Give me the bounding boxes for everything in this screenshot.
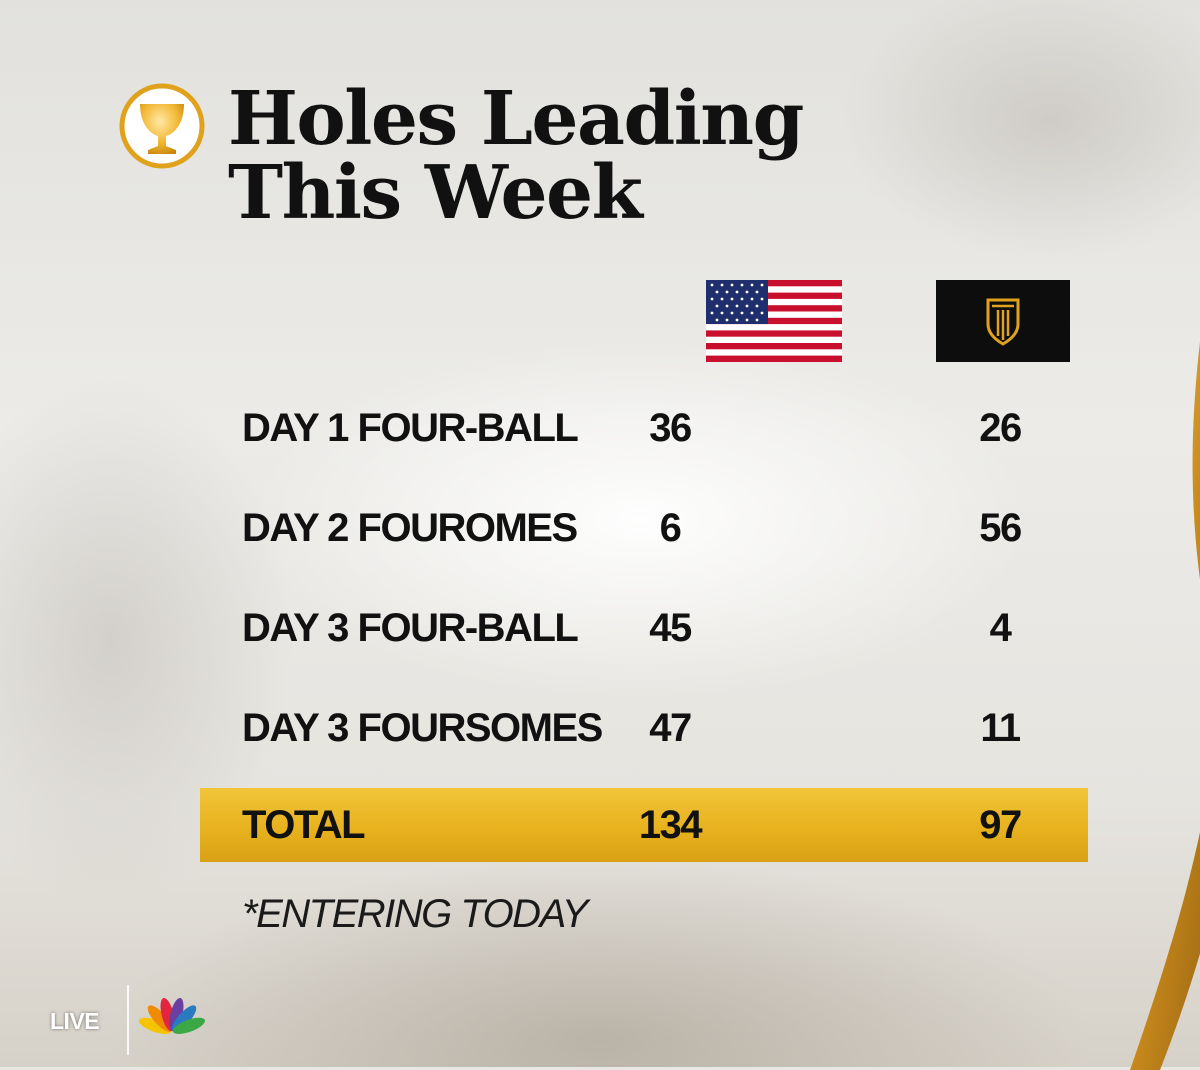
us-flag-icon — [706, 280, 842, 362]
usa-value: 45 — [649, 606, 692, 650]
usa-value: 47 — [649, 706, 692, 750]
footnote: *ENTERING TODAY — [242, 892, 588, 936]
international-value: 26 — [979, 406, 1022, 450]
gold-swoosh-decoration — [1130, 342, 1200, 1070]
usa-value: 6 — [659, 506, 682, 550]
international-value: 56 — [979, 506, 1022, 550]
table-row: DAY 3 FOUR-BALL 45 4 — [200, 591, 1088, 665]
table-row: DAY 3 FOURSOMES 47 11 — [200, 691, 1088, 765]
row-label: DAY 3 FOURSOMES — [242, 706, 603, 750]
total-row: TOTAL 134 97 — [200, 788, 1088, 862]
usa-total-value: 134 — [638, 803, 703, 847]
header: Holes Leading This Week — [118, 82, 804, 230]
international-total-value: 97 — [979, 803, 1022, 847]
page-title: Holes Leading This Week — [228, 76, 804, 236]
row-label: DAY 2 FOUROMES — [242, 506, 578, 550]
divider — [127, 985, 129, 1055]
table-row: DAY 2 FOUROMES 6 56 — [200, 491, 1088, 565]
trophy-icon — [119, 83, 205, 169]
international-value: 11 — [980, 706, 1021, 750]
usa-value: 36 — [649, 406, 692, 450]
international-value: 4 — [989, 606, 1012, 650]
total-label: TOTAL — [242, 803, 366, 847]
international-team-flag-icon — [936, 280, 1070, 362]
table-row: DAY 1 FOUR-BALL 36 26 — [200, 391, 1088, 465]
live-label: LIVE — [50, 1008, 100, 1034]
row-label: DAY 3 FOUR-BALL — [242, 606, 579, 650]
row-label: DAY 1 FOUR-BALL — [242, 406, 579, 450]
nbc-peacock-icon — [138, 997, 206, 1034]
